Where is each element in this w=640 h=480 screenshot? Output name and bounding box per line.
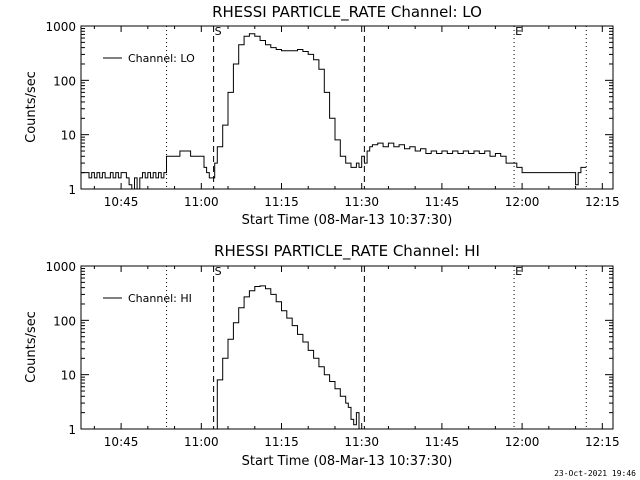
- lo-channel-panel: RHESSI PARTICLE_RATE Channel: LO Start T…: [24, 3, 620, 228]
- plot-frame: [80, 25, 614, 190]
- x-tick-label: 10:45: [104, 195, 139, 209]
- x-axis-label: Start Time (08-Mar-13 10:37:30): [242, 454, 453, 469]
- marker-label: S: [215, 25, 222, 38]
- x-tick-label: 11:45: [425, 195, 460, 209]
- x-tick-label: 11:15: [264, 435, 299, 449]
- y-tick-label: 1: [68, 183, 76, 197]
- chart-title: RHESSI PARTICLE_RATE Channel: HI: [214, 242, 480, 261]
- y-tick-label: 100: [53, 74, 76, 88]
- y-tick-label: 10: [61, 369, 76, 383]
- y-tick-label: 100: [53, 314, 76, 328]
- legend-label: Channel: HI: [128, 292, 192, 305]
- y-tick-label: 1000: [45, 20, 76, 34]
- y-tick-label: 10: [61, 129, 76, 143]
- x-tick-label: 11:15: [264, 195, 299, 209]
- x-tick-label: 11:00: [184, 195, 219, 209]
- y-tick-label: 1: [68, 423, 76, 437]
- y-axis-label: Counts/sec: [24, 311, 39, 383]
- y-axis-label: Counts/sec: [24, 71, 39, 143]
- x-tick-label: 11:30: [344, 195, 379, 209]
- marker-label: E: [515, 25, 522, 38]
- x-tick-label: 12:15: [585, 435, 620, 449]
- x-axis-label: Start Time (08-Mar-13 10:37:30): [242, 213, 453, 228]
- chart-title: RHESSI PARTICLE_RATE Channel: LO: [212, 3, 482, 22]
- hi-channel-panel: RHESSI PARTICLE_RATE Channel: HI Start T…: [24, 242, 620, 469]
- marker-label: E: [515, 265, 522, 278]
- series-line: [81, 33, 587, 190]
- x-tick-label: 11:00: [184, 435, 219, 449]
- plot-frame: [80, 265, 614, 430]
- x-tick-label: 12:00: [505, 435, 540, 449]
- x-tick-label: 11:45: [425, 435, 460, 449]
- series-line: [214, 285, 360, 430]
- x-tick-label: 12:00: [505, 195, 540, 209]
- x-tick-label: 11:30: [344, 435, 379, 449]
- x-tick-label: 12:15: [585, 195, 620, 209]
- legend-label: Channel: LO: [128, 52, 195, 65]
- x-tick-label: 10:45: [104, 435, 139, 449]
- marker-label: S: [215, 265, 222, 278]
- y-tick-label: 1000: [45, 260, 76, 274]
- timestamp-footer: 23-Oct-2021 19:46: [554, 469, 636, 478]
